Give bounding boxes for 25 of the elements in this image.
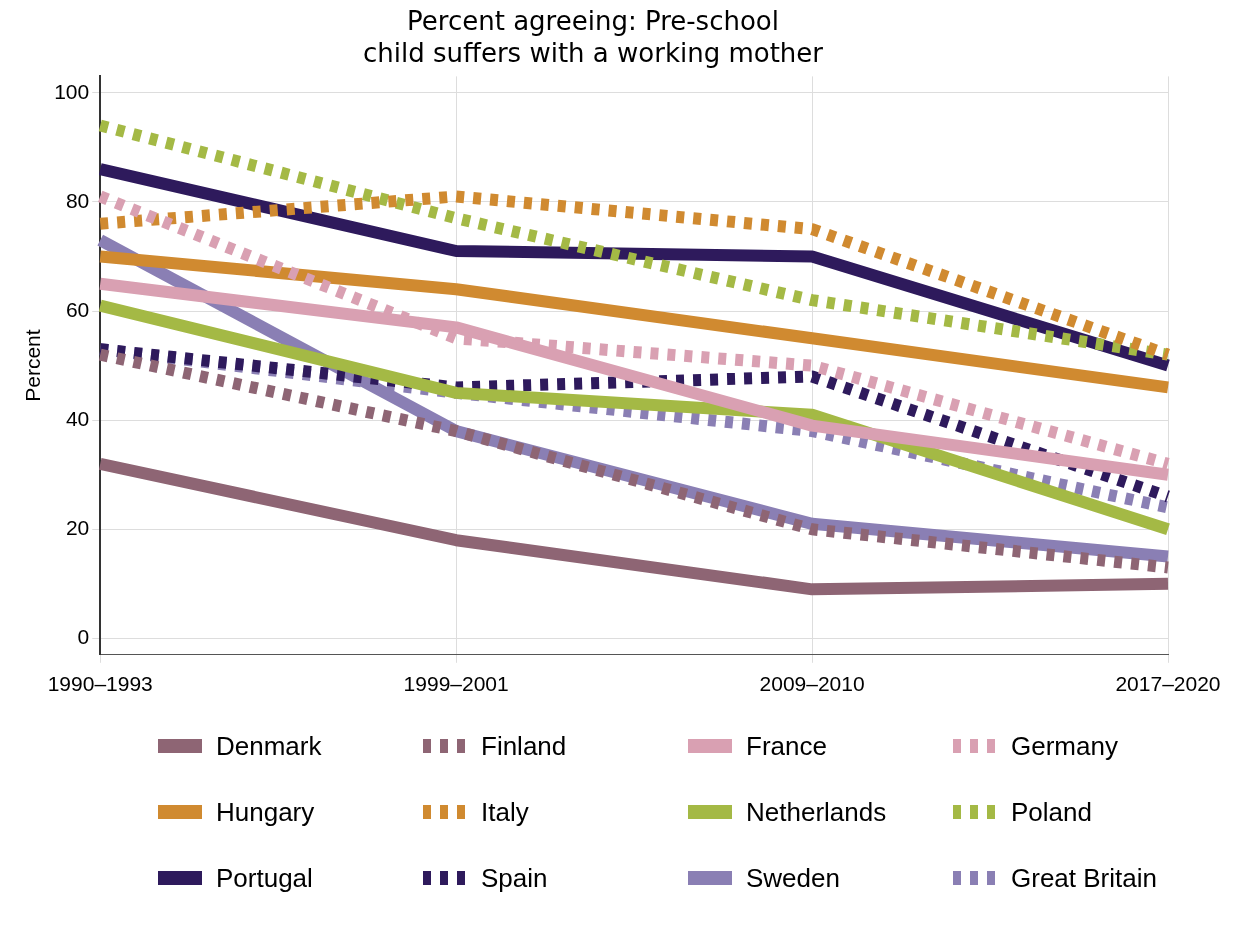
y-tick-label: 40 xyxy=(65,406,90,430)
legend-label: Netherlands xyxy=(746,796,887,828)
y-tick-label: 20 xyxy=(65,516,90,540)
y-tick-label: 80 xyxy=(65,188,90,212)
text: Percent agreeing: Pre-school xyxy=(407,6,779,37)
y-tick-label: 0 xyxy=(77,625,90,649)
legend-label: Finland xyxy=(481,730,567,762)
legend-label: Great Britain xyxy=(1011,862,1157,894)
legend-label: Hungary xyxy=(216,796,315,828)
x-tick-label: 1990–1993 xyxy=(47,672,153,696)
legend-label: Denmark xyxy=(216,730,322,762)
y-tick-label: 60 xyxy=(65,297,90,321)
legend-label: Italy xyxy=(481,796,529,828)
legend-label: France xyxy=(746,730,827,762)
x-tick-label: 2017–2020 xyxy=(1115,672,1221,696)
legend-label: Spain xyxy=(481,862,548,894)
legend-label: Germany xyxy=(1011,730,1118,762)
y-axis-title: Percent xyxy=(21,329,45,402)
legend-label: Portugal xyxy=(216,862,313,894)
text: child suffers with a working mother xyxy=(362,37,824,68)
legend-label: Sweden xyxy=(746,862,840,894)
x-tick-label: 2009–2010 xyxy=(759,672,865,696)
legend-label: Poland xyxy=(1011,796,1092,828)
y-tick-label: 100 xyxy=(54,79,90,103)
x-tick-label: 1999–2001 xyxy=(403,672,509,696)
